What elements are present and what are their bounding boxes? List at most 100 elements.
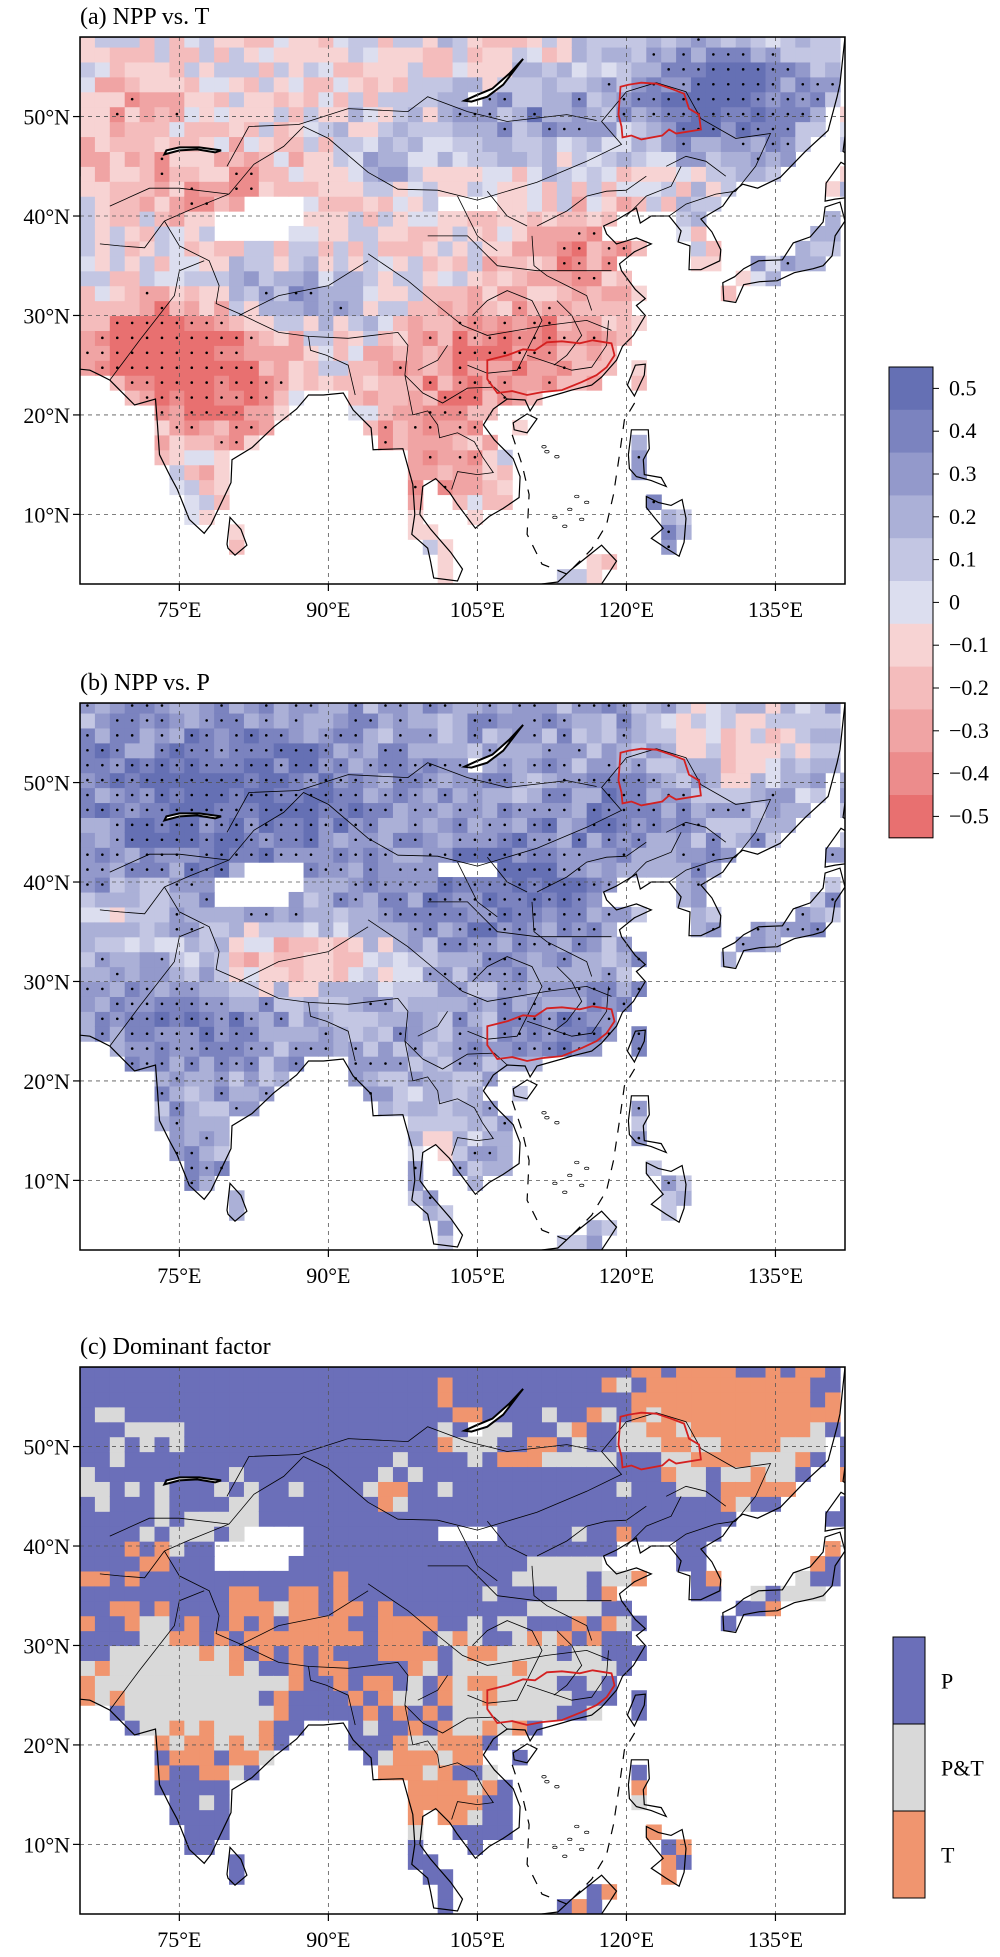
grid-cell [378, 196, 394, 212]
grid-cell [169, 1645, 185, 1661]
grid-cell [586, 832, 603, 848]
significance-dot [160, 366, 164, 369]
admin-boundary [99, 1550, 165, 1579]
grid-cell [169, 1367, 185, 1378]
grid-cell [586, 1615, 603, 1632]
grid-cell [467, 1376, 483, 1393]
grid-cell [348, 966, 364, 983]
grid-cell [541, 136, 558, 152]
significance-dot [816, 97, 819, 101]
grid-cell [795, 255, 811, 272]
grid-cell [333, 61, 349, 78]
significance-dot [264, 778, 268, 782]
significance-dot [369, 883, 372, 886]
grid-cell [139, 76, 156, 93]
grid-cell [363, 1481, 379, 1497]
significance-dot [86, 868, 89, 871]
admin-boundary [109, 1517, 230, 1537]
grid-cell [139, 300, 156, 317]
grid-cell [124, 1511, 141, 1527]
grid-cell [169, 703, 185, 714]
significance-dot [309, 778, 313, 782]
grid-cell [571, 1585, 588, 1602]
grid-cell [139, 1570, 156, 1587]
grid-cell [676, 712, 692, 729]
grid-cell [467, 1070, 483, 1087]
grid-cell [750, 817, 767, 833]
significance-dot [160, 838, 164, 842]
grid-cell [750, 936, 767, 953]
grid-cell [214, 1675, 230, 1691]
grid-cell [348, 1690, 364, 1706]
grid-cell [94, 1376, 111, 1393]
grid-cell [199, 877, 215, 893]
significance-dot [175, 396, 179, 399]
grid-cell [720, 832, 737, 848]
grid-cell [467, 1367, 483, 1378]
grid-cell [378, 300, 394, 317]
significance-dot [443, 853, 447, 856]
grid-cell [392, 921, 409, 938]
grid-cell [407, 1705, 424, 1721]
grid-cell [452, 1085, 469, 1102]
grid-cell [765, 1451, 782, 1468]
grid-cell [80, 225, 96, 242]
grid-cell [392, 1496, 409, 1512]
grid-cell [541, 240, 558, 257]
grid-cell [214, 255, 230, 272]
grid-cell [467, 270, 483, 287]
significance-dot [220, 748, 223, 752]
grid-cell [80, 255, 96, 272]
grid-cell [303, 1630, 320, 1647]
significance-dot [324, 778, 328, 782]
grid-cell [825, 1555, 841, 1572]
grid-cell [467, 1779, 483, 1796]
grid-cell [646, 742, 662, 759]
grid-cell [214, 151, 230, 167]
significance-dot [309, 853, 313, 856]
grid-cell [214, 1526, 230, 1542]
grid-cell [556, 196, 573, 212]
grid-cell [80, 1496, 96, 1512]
significance-dot [458, 913, 462, 916]
grid-cell [452, 1615, 469, 1632]
significance-dot [354, 838, 358, 842]
grid-cell [273, 1645, 290, 1661]
grid-cell [303, 712, 320, 729]
grid-cell [80, 136, 96, 152]
grid-cell [154, 61, 171, 78]
grid-cell [527, 166, 543, 182]
grid-cell [407, 1406, 424, 1423]
grid-cell [363, 211, 379, 227]
grid-cell [154, 1070, 171, 1087]
grid-cell [705, 742, 722, 759]
grid-cell [348, 136, 364, 152]
significance-dot [175, 1106, 179, 1110]
grid-cell [407, 375, 424, 391]
significance-dot [250, 838, 253, 842]
significance-dot [533, 734, 536, 737]
grid-cell [80, 996, 96, 1012]
grid-cell [422, 1481, 439, 1497]
grid-cell [318, 1660, 334, 1676]
grid-cell [80, 196, 96, 212]
grid-cell [184, 1720, 200, 1736]
significance-dot [518, 336, 521, 340]
grid-cell [497, 151, 513, 167]
significance-dot [130, 1032, 134, 1035]
grid-cell [169, 449, 185, 466]
significance-dot [294, 838, 298, 842]
grid-cell [586, 703, 603, 714]
significance-dot [160, 411, 164, 414]
grid-cell [139, 91, 156, 108]
grid-cell [94, 1600, 111, 1617]
grid-cell [735, 37, 752, 48]
grid-cell [333, 106, 349, 123]
grid-cell [720, 1391, 737, 1408]
significance-dot [339, 793, 343, 797]
grid-cell [407, 966, 424, 983]
grid-cell [94, 1660, 111, 1676]
grid-cell [586, 1600, 603, 1617]
significance-dot [190, 381, 194, 384]
grid-cell [586, 1690, 603, 1706]
